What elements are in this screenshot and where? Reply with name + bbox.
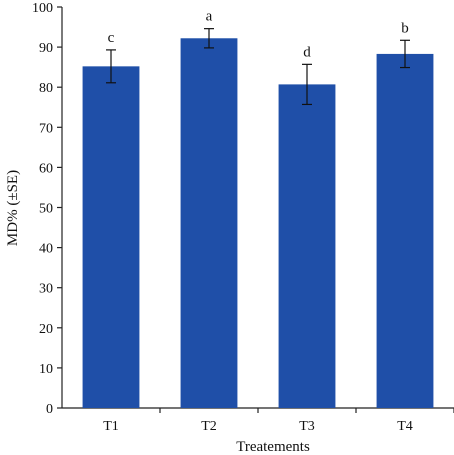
y-tick-label: 100 — [32, 1, 53, 16]
y-tick-label: 50 — [39, 202, 53, 217]
y-tick-label: 80 — [39, 81, 53, 96]
bar-t1 — [82, 66, 140, 409]
x-tick-label: T1 — [103, 419, 119, 434]
bar-t3 — [278, 84, 336, 408]
x-tick-label: T3 — [299, 419, 315, 434]
y-tick-label: 20 — [39, 322, 53, 337]
y-tick-label: 0 — [46, 402, 53, 417]
significance-letter: b — [401, 20, 409, 36]
x-axis-title: Treatements — [236, 439, 310, 455]
y-axis: 0 10 20 30 40 50 60 70 80 90 100 — [32, 1, 63, 417]
bar-t2 — [180, 38, 238, 408]
y-tick-label: 70 — [39, 121, 53, 136]
significance-letter: a — [206, 9, 213, 25]
bar-t4 — [376, 53, 434, 409]
bars: c a d b — [82, 9, 434, 409]
y-tick-label: 40 — [39, 242, 53, 257]
significance-letter: c — [108, 30, 115, 46]
y-tick-label: 10 — [39, 362, 53, 377]
x-tick-label: T2 — [201, 419, 217, 434]
y-tick-label: 90 — [39, 41, 53, 56]
x-tick-label: T4 — [397, 419, 413, 434]
x-axis: T1 T2 T3 T4 — [62, 407, 454, 434]
y-axis-title: MD% (±SE) — [5, 170, 21, 246]
y-tick-label: 30 — [39, 282, 53, 297]
significance-letter: d — [303, 44, 311, 60]
y-tick-label: 60 — [39, 161, 53, 176]
